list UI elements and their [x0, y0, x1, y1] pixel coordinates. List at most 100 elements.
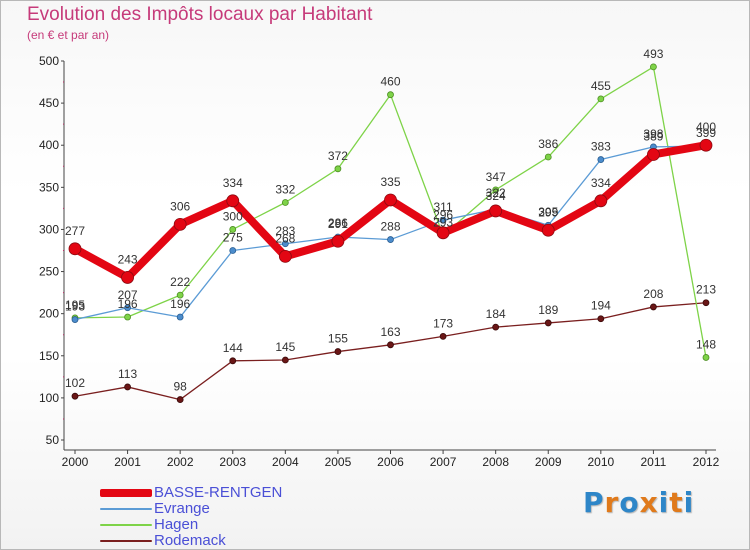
- x-tick-label: 2002: [167, 455, 194, 469]
- series-line-rodemack: [74, 302, 707, 401]
- data-point-evrange: [387, 236, 394, 243]
- data-label-evrange: 283: [275, 224, 295, 238]
- data-point-rodemack: [334, 348, 342, 355]
- data-point-basse-rentgen: [278, 249, 292, 263]
- logo-letter: r: [604, 486, 620, 519]
- legend-item-hagen: Hagen: [100, 516, 400, 533]
- data-label-hagen: 293: [433, 215, 453, 229]
- data-label-evrange: 193: [65, 300, 85, 314]
- y-tick-label: 300: [39, 222, 59, 236]
- data-label-basse-rentgen: 334: [591, 176, 611, 190]
- x-tick-label: 2009: [535, 455, 562, 469]
- data-point-basse-rentgen: [436, 226, 450, 240]
- legend-item-rodemack: Rodemack: [100, 532, 400, 549]
- data-point-rodemack: [650, 303, 657, 311]
- data-point-basse-rentgen: [384, 193, 397, 207]
- data-point-basse-rentgen: [541, 223, 555, 237]
- data-labels-layer: 102 113 98 144 145 155 163 173 184 189 194 208 213 19…: [65, 47, 716, 394]
- data-label-basse-rentgen: 268: [275, 231, 295, 245]
- data-point-basse-rentgen: [489, 204, 503, 218]
- data-point-rodemack: [176, 396, 184, 403]
- data-point-hagen: [176, 291, 184, 299]
- logo-letter: t: [669, 486, 684, 519]
- data-label-rodemack: 173: [433, 316, 453, 330]
- data-label-rodemack: 144: [223, 341, 243, 355]
- data-point-evrange: [229, 247, 237, 254]
- data-label-rodemack: 155: [328, 332, 348, 346]
- x-tick-label: 2011: [641, 455, 667, 469]
- x-tick-label: 2003: [219, 455, 246, 469]
- data-point-rodemack: [439, 333, 447, 340]
- data-point-hagen: [597, 95, 605, 103]
- data-point-evrange: [439, 216, 447, 224]
- data-point-rodemack: [597, 315, 605, 323]
- data-label-rodemack: 213: [696, 283, 716, 297]
- data-point-hagen: [544, 153, 552, 161]
- data-point-evrange: [597, 156, 605, 163]
- data-label-hagen: 300: [223, 209, 243, 223]
- data-label-basse-rentgen: 389: [643, 129, 663, 143]
- data-label-basse-rentgen: 243: [118, 252, 138, 266]
- data-point-basse-rentgen: [594, 194, 608, 208]
- data-label-evrange: 288: [380, 220, 400, 234]
- legend-label-basse-rentgen: BASSE-RENTGEN: [154, 484, 283, 501]
- data-point-evrange: [176, 313, 184, 321]
- data-point-basse-rentgen: [331, 234, 345, 248]
- data-label-hagen: 148: [696, 337, 716, 351]
- chart-subtitle: (en € et par an): [27, 28, 110, 42]
- data-label-rodemack: 98: [173, 380, 187, 394]
- y-tick-label: 150: [39, 349, 59, 363]
- data-label-basse-rentgen: 296: [433, 208, 453, 222]
- chart-title: Evolution des Impôts locaux par Habitant: [27, 4, 373, 25]
- x-tick-label: 2012: [693, 455, 720, 469]
- proxiti-logo: Proxiti: [583, 486, 694, 519]
- data-label-hagen: 372: [328, 149, 348, 163]
- data-point-basse-rentgen: [173, 217, 187, 231]
- legend-swatch-evrange: [100, 508, 152, 510]
- data-point-rodemack: [492, 323, 500, 331]
- legend-swatch-rodemack: [100, 540, 152, 542]
- data-point-hagen: [229, 226, 237, 233]
- data-point-hagen: [702, 354, 710, 361]
- data-label-hagen: 332: [275, 182, 295, 196]
- data-point-evrange: [124, 304, 131, 312]
- data-point-basse-rentgen: [647, 148, 660, 161]
- data-label-basse-rentgen: 322: [486, 186, 506, 200]
- data-label-basse-rentgen: 277: [65, 224, 85, 238]
- series-layer: [68, 63, 713, 403]
- data-point-rodemack: [281, 356, 289, 364]
- data-label-evrange: 324: [486, 189, 506, 203]
- data-point-basse-rentgen: [121, 271, 134, 284]
- y-tick-label: 50: [46, 433, 60, 447]
- data-point-rodemack: [702, 299, 710, 307]
- data-point-rodemack: [229, 357, 237, 365]
- data-point-hagen: [334, 165, 342, 173]
- x-tick-label: 2007: [430, 455, 457, 469]
- data-label-basse-rentgen: 400: [696, 120, 716, 134]
- data-label-basse-rentgen: 299: [538, 205, 558, 219]
- legend-label-rodemack: Rodemack: [154, 532, 226, 549]
- data-label-hagen: 386: [538, 137, 558, 151]
- data-label-evrange: 291: [328, 217, 348, 231]
- data-point-hagen: [387, 91, 394, 99]
- logo-letter: i: [658, 486, 670, 519]
- data-label-evrange: 305: [538, 205, 558, 219]
- data-label-rodemack: 145: [275, 340, 295, 354]
- y-tick-label: 500: [39, 54, 59, 68]
- data-label-rodemack: 189: [538, 303, 558, 317]
- logo-letter: P: [583, 486, 605, 519]
- data-point-basse-rentgen: [699, 138, 713, 152]
- data-point-hagen: [281, 199, 289, 206]
- data-label-evrange: 275: [223, 231, 243, 245]
- data-label-basse-rentgen: 334: [223, 176, 243, 190]
- data-label-basse-rentgen: 286: [328, 216, 348, 230]
- data-label-rodemack: 163: [380, 325, 400, 339]
- y-tick-label: 450: [39, 96, 59, 110]
- y-tick-label: 250: [39, 265, 59, 279]
- data-point-rodemack: [387, 341, 394, 349]
- data-label-hagen: 347: [486, 170, 506, 184]
- legend-swatch-basse-rentgen: [100, 489, 152, 497]
- y-tick-label: 100: [39, 391, 59, 405]
- data-point-basse-rentgen: [68, 242, 82, 256]
